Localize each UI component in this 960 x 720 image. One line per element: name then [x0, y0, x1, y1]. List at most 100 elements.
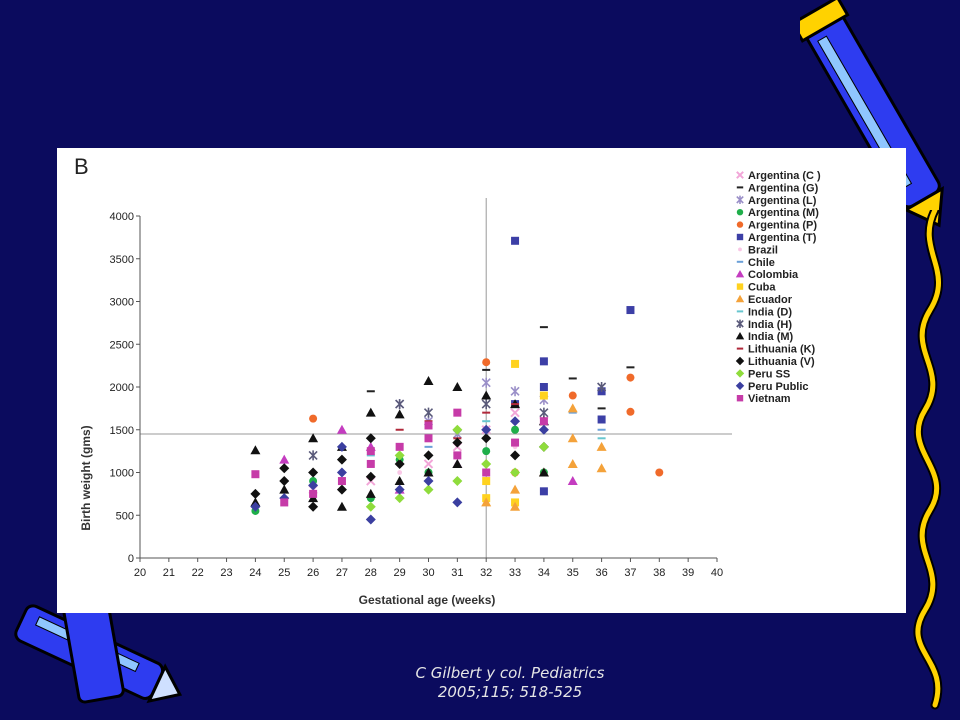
squiggle-decoration-icon — [913, 210, 944, 710]
data-point — [423, 459, 434, 469]
data-point — [481, 497, 492, 507]
data-point — [395, 399, 405, 410]
pencil-crayon-bottom-left-icon — [14, 590, 183, 704]
legend-marker — [735, 332, 745, 340]
legend-marker — [735, 381, 745, 390]
data-point — [538, 467, 549, 477]
chart-panel: B 20 21 22 23 24 25 26 27 28 29 30 31 32 33 34 35 36 37 38… — [57, 148, 906, 613]
legend-entry: Lithuania (V) — [748, 356, 815, 368]
data-point — [309, 414, 318, 423]
y-tick-label: 1500 — [110, 425, 134, 437]
data-point — [394, 493, 405, 504]
legend-marker — [736, 283, 744, 290]
data-point — [279, 454, 290, 464]
legend-marker — [736, 319, 744, 328]
data-point — [336, 501, 347, 511]
x-tick-label: 20 — [134, 567, 146, 579]
data-point — [452, 382, 463, 391]
legend-entry: Argentina (C ) — [748, 170, 821, 182]
data-point — [511, 425, 520, 434]
data-point — [365, 407, 376, 417]
legend-marker — [735, 356, 745, 366]
data-point — [423, 407, 434, 418]
legend-entry: India (H) — [748, 319, 792, 331]
data-point — [482, 468, 491, 477]
x-tick-label: 36 — [595, 567, 607, 579]
legend-marker — [736, 209, 744, 216]
x-tick-label: 26 — [307, 567, 319, 579]
data-point — [423, 450, 434, 461]
data-point — [250, 501, 261, 512]
data-point — [394, 409, 405, 419]
data-point — [539, 417, 548, 426]
data-point — [567, 433, 578, 443]
panel-label: B — [74, 154, 89, 179]
legend-entry: Argentina (M) — [748, 207, 819, 219]
legend-entry: Argentina (P) — [748, 220, 817, 232]
data-point — [366, 454, 375, 457]
caption-line-2: 2005;115; 518-525 — [437, 683, 583, 701]
data-point — [424, 421, 433, 430]
data-point — [626, 373, 635, 382]
data-point — [308, 480, 319, 491]
y-tick-label: 4000 — [110, 211, 134, 223]
data-point — [397, 470, 403, 475]
data-point — [596, 463, 607, 473]
data-point — [626, 366, 635, 369]
legend-entry: Argentina (L) — [748, 195, 817, 207]
data-point — [250, 488, 261, 499]
data-point — [424, 420, 433, 423]
data-point — [626, 407, 635, 416]
data-point — [510, 386, 520, 397]
data-point — [568, 377, 577, 380]
legend-entry: Colombia — [748, 269, 799, 281]
x-tick-label: 25 — [278, 567, 290, 579]
data-point — [394, 476, 405, 486]
data-point — [481, 458, 492, 469]
data-point — [366, 447, 375, 456]
y-tick-label: 1000 — [110, 468, 134, 480]
data-point — [308, 467, 319, 478]
legend-entry: Brazil — [748, 244, 778, 256]
data-point — [365, 501, 376, 512]
legend-entry: Argentina (G) — [748, 182, 819, 194]
data-point — [424, 434, 433, 443]
legend-marker — [736, 195, 744, 204]
data-point — [481, 377, 491, 388]
data-point — [538, 424, 549, 435]
x-tick-label: 38 — [653, 567, 665, 579]
data-point — [567, 476, 578, 486]
data-point — [510, 467, 521, 478]
data-point — [336, 467, 347, 478]
legend-entry: Ecuador — [748, 294, 793, 306]
data-point — [482, 411, 491, 414]
data-point — [365, 471, 376, 482]
data-point — [539, 391, 548, 400]
data-point — [251, 470, 260, 479]
data-point — [510, 501, 521, 511]
data-point — [308, 433, 319, 443]
y-tick-label: 2500 — [110, 339, 134, 351]
legend-marker — [735, 369, 745, 378]
legend-marker — [735, 270, 745, 278]
data-point — [394, 458, 405, 469]
data-point — [365, 514, 376, 525]
data-point — [511, 403, 520, 406]
data-point — [596, 441, 607, 451]
data-point — [336, 441, 347, 452]
data-point — [279, 476, 290, 487]
legend-marker — [736, 221, 744, 228]
data-point — [655, 468, 664, 477]
legend-entry: India (D) — [748, 306, 792, 318]
caption-line-1: C Gilbert y col. Pediatrics — [415, 664, 605, 682]
legend-entry: Chile — [748, 257, 775, 269]
data-point — [510, 407, 520, 418]
data-point — [395, 442, 404, 451]
y-tick-label: 500 — [116, 510, 134, 522]
data-point — [423, 476, 434, 487]
legend-marker — [736, 347, 744, 350]
x-tick-label: 39 — [682, 567, 694, 579]
data-point — [510, 416, 521, 427]
data-point — [511, 236, 520, 245]
x-tick-label: 27 — [336, 567, 348, 579]
